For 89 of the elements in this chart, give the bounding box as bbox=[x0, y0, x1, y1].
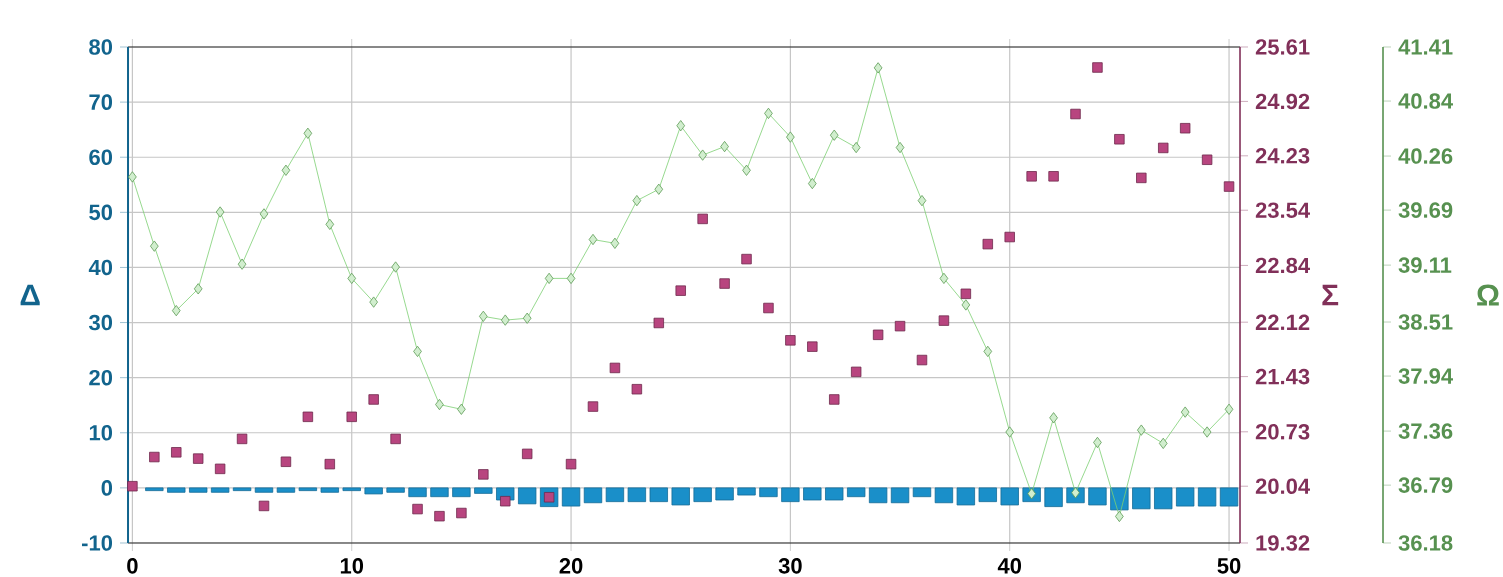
x-tick-label: 50 bbox=[1217, 558, 1241, 574]
y-tick-label: 10 bbox=[89, 425, 113, 441]
point bbox=[1136, 172, 1147, 184]
point bbox=[280, 456, 292, 467]
x-tick-label: 10 bbox=[340, 558, 364, 574]
y-tick-label: 70 bbox=[89, 94, 113, 110]
point bbox=[850, 366, 862, 378]
x-tick-label: 20 bbox=[559, 558, 583, 574]
point bbox=[1201, 154, 1213, 165]
point bbox=[456, 507, 467, 519]
y3-tick-label: 38.51 bbox=[1398, 314, 1453, 330]
point bbox=[412, 503, 423, 515]
y2-tick-label: 24.92 bbox=[1255, 93, 1310, 110]
point bbox=[785, 335, 796, 346]
point bbox=[741, 253, 752, 265]
y2-tick-label: 19.32 bbox=[1256, 535, 1310, 551]
y3-tick-label: 39.11 bbox=[1398, 257, 1452, 273]
y2-tick-label: 20.73 bbox=[1255, 424, 1310, 440]
point bbox=[368, 394, 379, 405]
y-tick-label: 20 bbox=[89, 369, 113, 386]
point bbox=[675, 285, 686, 296]
point bbox=[193, 453, 204, 464]
y3-tick-label: 36.79 bbox=[1398, 477, 1453, 493]
y3-tick-label: 36.18 bbox=[1398, 535, 1453, 551]
point bbox=[1092, 62, 1103, 73]
y2-tick-label: 25.61 bbox=[1255, 39, 1310, 55]
point bbox=[982, 238, 993, 250]
point bbox=[916, 354, 928, 366]
point bbox=[872, 329, 884, 341]
point bbox=[697, 213, 708, 225]
point bbox=[236, 433, 248, 445]
point bbox=[1158, 142, 1169, 154]
point bbox=[1179, 123, 1191, 134]
point bbox=[500, 495, 511, 507]
point bbox=[390, 433, 401, 445]
y2-axis-title: Σ bbox=[1322, 284, 1339, 306]
point bbox=[1026, 171, 1037, 182]
y-tick-label: 60 bbox=[89, 149, 113, 166]
point bbox=[609, 362, 621, 374]
x-tick-label: 0 bbox=[127, 558, 138, 574]
y-tick-label: 50 bbox=[89, 204, 113, 221]
point bbox=[1048, 171, 1059, 182]
point bbox=[522, 448, 533, 460]
point bbox=[587, 401, 599, 412]
point bbox=[1004, 231, 1015, 243]
y3-tick-label: 37.94 bbox=[1398, 368, 1453, 384]
y-tick-label: 30 bbox=[88, 314, 113, 331]
point bbox=[214, 463, 226, 475]
point bbox=[960, 288, 972, 300]
point bbox=[653, 317, 664, 329]
point bbox=[1114, 134, 1125, 145]
y2-tick-label: 23.54 bbox=[1255, 202, 1310, 219]
point bbox=[719, 278, 730, 289]
point bbox=[434, 510, 445, 522]
x-tick-label: 30 bbox=[778, 558, 802, 574]
point bbox=[478, 469, 489, 480]
point bbox=[149, 451, 160, 463]
y-tick-label: 40 bbox=[88, 259, 113, 276]
point bbox=[258, 500, 270, 512]
y3-tick-label: 40.26 bbox=[1398, 148, 1453, 164]
y-axis-title: Δ bbox=[20, 284, 40, 306]
point bbox=[763, 302, 774, 314]
y3-tick-label: 37.36 bbox=[1398, 423, 1453, 439]
point bbox=[171, 447, 182, 458]
y2-tick-label: 24.23 bbox=[1255, 148, 1310, 164]
point bbox=[324, 458, 335, 470]
point bbox=[631, 384, 643, 395]
point bbox=[565, 458, 577, 470]
y-tick-label: 0 bbox=[101, 480, 113, 496]
point bbox=[346, 411, 357, 423]
y3-tick-label: 39.69 bbox=[1398, 202, 1453, 218]
point bbox=[938, 315, 950, 326]
y-tick-label: 80 bbox=[89, 39, 113, 55]
y3-tick-label: 41.41 bbox=[1398, 39, 1453, 55]
x-tick-label: 40 bbox=[997, 558, 1022, 574]
point bbox=[894, 320, 906, 332]
y2-tick-label: 22.12 bbox=[1255, 314, 1310, 330]
y-tick-label: -10 bbox=[82, 535, 113, 551]
y2-tick-label: 21.43 bbox=[1255, 368, 1310, 385]
point bbox=[1223, 181, 1235, 192]
point bbox=[829, 394, 840, 405]
y3-axis-title: Ω bbox=[1477, 284, 1499, 306]
point bbox=[807, 341, 818, 352]
y3-tick-label: 40.84 bbox=[1398, 93, 1453, 109]
point bbox=[1070, 108, 1081, 120]
y2-tick-label: 20.04 bbox=[1255, 478, 1310, 494]
y2-tick-label: 22.84 bbox=[1255, 257, 1310, 274]
point bbox=[302, 411, 314, 423]
point bbox=[127, 481, 138, 492]
